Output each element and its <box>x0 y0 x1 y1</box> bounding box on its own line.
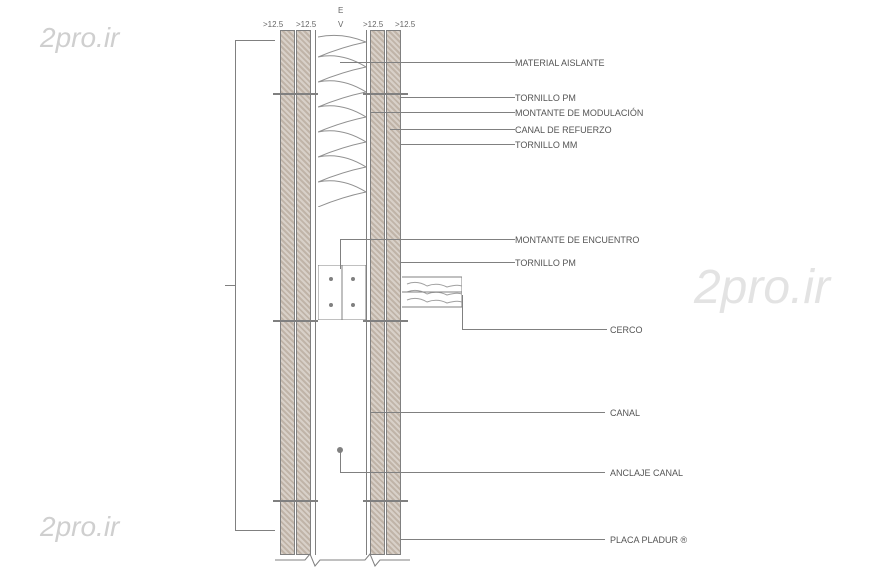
watermark-bottom-left: 2pro.ir <box>40 511 119 543</box>
leader-6 <box>340 239 515 240</box>
leader-9 <box>370 412 605 413</box>
leader-10 <box>340 472 605 473</box>
left-bracket-top <box>235 40 275 41</box>
bracket-2 <box>363 93 408 95</box>
leader-10v <box>340 450 341 472</box>
dim-label-v: V <box>338 20 343 29</box>
wall-col-4 <box>386 30 401 555</box>
label-placa-pladur: PLACA PLADUR ® <box>610 535 687 545</box>
insulation-icon <box>318 32 366 207</box>
inner-line-right <box>366 30 367 555</box>
label-material-aislante: MATERIAL AISLANTE <box>515 58 605 68</box>
dim-label-3: >12.5 <box>363 20 383 29</box>
left-bracket-bottom <box>235 530 275 531</box>
left-bracket-line <box>235 40 236 530</box>
wall-col-2 <box>296 30 311 555</box>
diagram-canvas: 2pro.ir 2pro.ir 2pro.ir >12.5 >12.5 V E … <box>0 0 870 573</box>
label-tornillo-pm-1: TORNILLO PM <box>515 93 576 103</box>
label-anclaje-canal: ANCLAJE CANAL <box>610 468 683 478</box>
watermark-center: 2pro.ir <box>694 260 830 315</box>
label-cerco: CERCO <box>610 325 643 335</box>
dim-label-2: >12.5 <box>296 20 316 29</box>
label-canal-refuerzo: CANAL DE REFUERZO <box>515 125 612 135</box>
bracket-5 <box>273 500 318 502</box>
left-bracket-mid <box>225 285 235 286</box>
label-tornillo-mm: TORNILLO MM <box>515 140 577 150</box>
leader-11 <box>400 539 605 540</box>
dim-label-e: E <box>338 6 343 15</box>
dim-label-4: >12.5 <box>395 20 415 29</box>
leader-4 <box>390 129 515 130</box>
leader-3 <box>370 112 515 113</box>
bracket-6 <box>363 500 408 502</box>
leader-8v <box>462 295 463 330</box>
break-mark-icon <box>275 552 410 570</box>
label-montante-encuentro: MONTANTE DE ENCUENTRO <box>515 235 639 245</box>
bracket-3 <box>273 320 318 322</box>
leader-2 <box>400 97 515 98</box>
inner-line-left <box>315 30 316 555</box>
wall-col-1 <box>280 30 295 555</box>
leader-1 <box>340 62 515 63</box>
bracket-4 <box>363 320 408 322</box>
wall-col-3 <box>370 30 385 555</box>
leader-6v <box>340 239 341 269</box>
junction-box-icon <box>318 265 366 320</box>
label-montante-modulacion: MONTANTE DE MODULACIÓN <box>515 108 643 118</box>
bracket-1 <box>273 93 318 95</box>
leader-7 <box>400 262 515 263</box>
cerco-icon <box>402 272 462 312</box>
anchor-dot-icon <box>337 447 343 453</box>
label-canal: CANAL <box>610 408 640 418</box>
leader-8 <box>462 329 607 330</box>
dim-label-1: >12.5 <box>263 20 283 29</box>
watermark-top-left: 2pro.ir <box>40 22 119 54</box>
leader-5 <box>400 144 515 145</box>
label-tornillo-pm-2: TORNILLO PM <box>515 258 576 268</box>
